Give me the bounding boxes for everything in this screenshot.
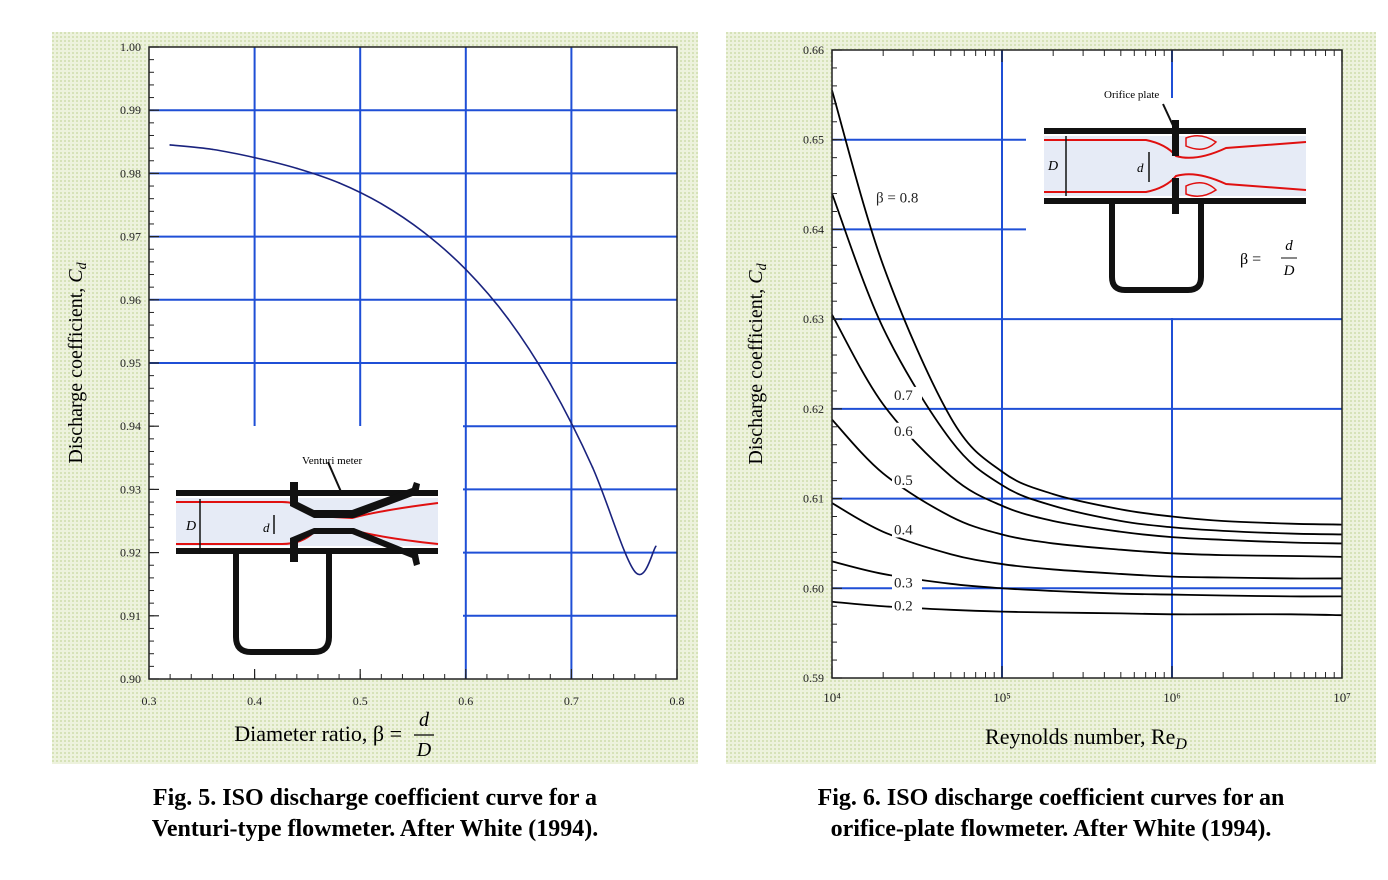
discharge-curve [831,419,1343,558]
data-point [296,167,298,170]
y-tick-label: 0.64 [803,222,824,236]
x-tick-label: 10⁷ [1333,690,1351,705]
caption-line: Venturi-type flowmeter. After White (199… [151,816,599,842]
y-label-sub: d [75,261,90,269]
y-tick-label: 0.63 [803,312,824,326]
caption-line: Fig. 6. ISO discharge coefficient curves… [817,785,1285,811]
plot-frame [831,49,1343,679]
y-tick-label: 0.96 [120,293,141,307]
data-point [655,545,657,548]
y-tick-label: 0.98 [120,166,141,180]
inset-D-label: D [185,519,196,534]
series-label-bg [892,472,922,489]
data-point [211,148,214,151]
y-tick-label: 0.66 [803,43,824,57]
discharge-curve [831,193,1343,536]
y-tick-label: 0.91 [120,609,141,623]
y-label-text: Discharge coefficient, [745,284,767,465]
inset-venturi-label: Venturi meter [302,455,363,467]
y-tick-label: 0.59 [803,671,824,685]
data-point [633,570,636,573]
discharge-curve [831,502,1343,580]
y-tick-label: 0.94 [120,419,141,433]
y-label-c: C [745,270,767,284]
y-tick-label: 0.90 [120,672,141,686]
caption-line: Fig. 5. ISO discharge coefficient curve … [152,785,598,811]
y-label-sub: d [755,262,770,270]
x-tick-label: 10⁶ [1163,690,1181,705]
data-point [591,466,594,469]
figure-6-caption: Fig. 6. ISO discharge coefficient curves… [726,783,1376,845]
discharge-curve [170,144,657,576]
y-tick-label: 0.61 [803,492,824,506]
x-label-den: D [416,739,432,761]
y-axis-label: Discharge coefficient, Cd [65,261,90,463]
series-label: 0.3 [894,575,913,591]
x-label-text: Diameter ratio, β = [234,721,402,746]
inset-beta-den: D [1283,263,1295,279]
x-tick-label: 0.6 [458,694,473,708]
y-tick-label: 0.62 [803,402,824,416]
data-point [338,182,340,184]
series-label: β = 0.8 [876,191,918,207]
x-label-text: Reynolds number, Re [985,724,1175,749]
y-tick-label: 0.92 [120,546,141,560]
venturi-diagram [176,461,439,655]
inset-D-label: D [1047,159,1058,174]
data-point [422,231,425,233]
inset-background [1026,98,1334,318]
x-tick-label: 10⁵ [993,690,1011,705]
x-tick-label: 0.7 [564,694,579,708]
y-tick-label: 0.95 [120,356,141,370]
y-tick-label: 0.65 [803,133,824,147]
inset-beta-symbol: β = [1240,251,1261,268]
inset-d-label: d [1137,160,1144,175]
y-tick-label: 0.99 [120,103,141,117]
y-label-c: C [65,269,87,283]
series-label-bg [892,386,922,403]
series-label: 0.2 [894,599,913,615]
x-label-sub: D [1174,736,1187,753]
x-tick-label: 0.4 [247,694,262,708]
caption-line: orifice-plate flowmeter. After White (19… [830,816,1272,842]
y-tick-label: 0.60 [803,581,824,595]
data-point [169,144,171,146]
x-tick-label: 0.3 [142,694,157,708]
x-axis-label: Reynolds number, ReD [985,724,1187,753]
y-tick-label: 0.97 [120,230,141,244]
series-label-bg [892,422,922,439]
discharge-curve [831,314,1343,545]
y-tick-label: 1.00 [120,40,141,54]
series-label: 0.4 [894,522,913,538]
series-label-bg [892,597,922,614]
x-tick-label: 0.5 [353,694,368,708]
data-point [549,383,552,385]
series-label: 0.5 [894,473,913,489]
series-label-bg [874,189,936,206]
discharge-curve [831,90,1343,526]
data-point [253,156,256,159]
y-label-text: Discharge coefficient, [65,283,87,464]
inset-d-label: d [263,520,270,535]
x-tick-label: 0.8 [670,694,685,708]
series-label: 0.7 [894,388,913,404]
data-point [465,268,467,271]
inset-beta-num: d [1285,238,1293,254]
orifice-diagram [1044,103,1307,293]
x-tick-label: 10⁴ [823,690,841,705]
figure-5-caption: Fig. 5. ISO discharge coefficient curve … [52,783,698,845]
data-point [380,202,383,205]
y-axis-label: Discharge coefficient, Cd [745,262,770,464]
data-point [507,317,509,320]
y-tick-label: 0.93 [120,482,141,496]
x-axis-label: Diameter ratio, β = d D [234,709,434,761]
x-label-num: d [419,709,430,731]
series-label-bg [892,574,922,591]
inset-orifice-label: Orifice plate [1104,89,1159,101]
series-label-bg [892,521,922,538]
series-label: 0.6 [894,424,913,440]
